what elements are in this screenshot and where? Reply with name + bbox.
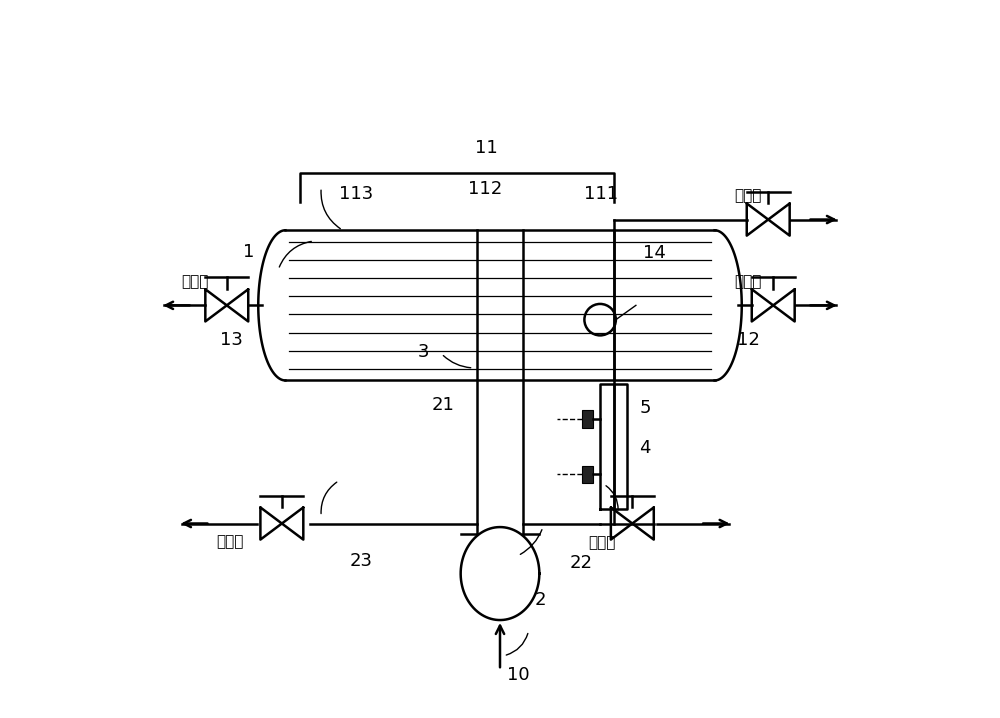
Bar bbox=[582, 411, 593, 428]
Text: 12: 12 bbox=[737, 331, 760, 349]
Text: 23: 23 bbox=[350, 551, 373, 569]
Text: 3: 3 bbox=[418, 343, 429, 361]
Text: 112: 112 bbox=[468, 180, 502, 197]
Text: 113: 113 bbox=[339, 185, 373, 203]
Text: 控制阀: 控制阀 bbox=[182, 274, 209, 289]
Text: 11: 11 bbox=[475, 139, 498, 157]
Text: 21: 21 bbox=[432, 396, 455, 414]
Text: 2: 2 bbox=[534, 591, 546, 609]
Text: 控制阀: 控制阀 bbox=[735, 188, 762, 203]
Text: 13: 13 bbox=[220, 331, 243, 349]
Text: 控制阀: 控制阀 bbox=[735, 274, 762, 289]
Text: 5: 5 bbox=[639, 398, 651, 416]
Bar bbox=[582, 465, 593, 482]
Text: 控制阀: 控制阀 bbox=[216, 534, 243, 549]
Text: 4: 4 bbox=[639, 439, 651, 457]
Text: 111: 111 bbox=[584, 185, 619, 203]
Text: 控制阀: 控制阀 bbox=[588, 536, 615, 550]
Text: 1: 1 bbox=[243, 243, 254, 261]
Text: 10: 10 bbox=[507, 666, 530, 684]
Text: 14: 14 bbox=[643, 244, 666, 262]
Text: 22: 22 bbox=[569, 554, 592, 572]
